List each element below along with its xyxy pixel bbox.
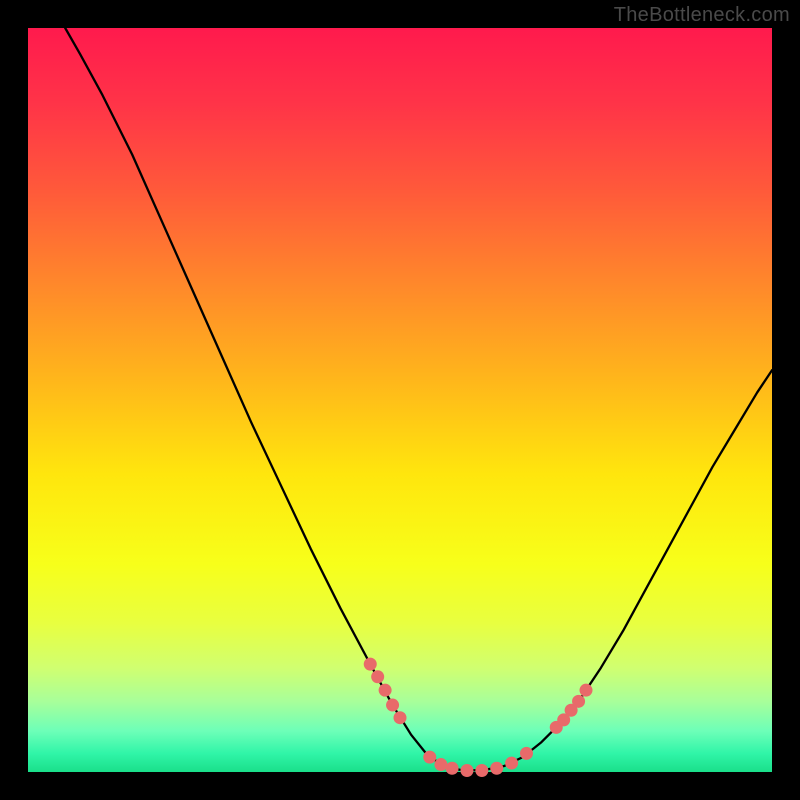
curve-layer: [28, 28, 772, 772]
plot-area: [28, 28, 772, 772]
curve-marker: [394, 711, 407, 724]
curve-marker: [572, 695, 585, 708]
curve-marker: [434, 758, 447, 771]
marker-group: [364, 658, 593, 777]
chart-container: TheBottleneck.com: [0, 0, 800, 800]
curve-marker: [505, 757, 518, 770]
curve-marker: [475, 764, 488, 777]
curve-marker: [379, 684, 392, 697]
curve-marker: [423, 751, 436, 764]
bottleneck-curve: [65, 28, 772, 771]
curve-marker: [371, 670, 384, 683]
curve-marker: [490, 762, 503, 775]
curve-marker: [460, 764, 473, 777]
curve-marker: [364, 658, 377, 671]
curve-marker: [580, 684, 593, 697]
curve-marker: [386, 699, 399, 712]
curve-marker: [446, 762, 459, 775]
curve-marker: [520, 747, 533, 760]
watermark-text: TheBottleneck.com: [614, 4, 790, 27]
